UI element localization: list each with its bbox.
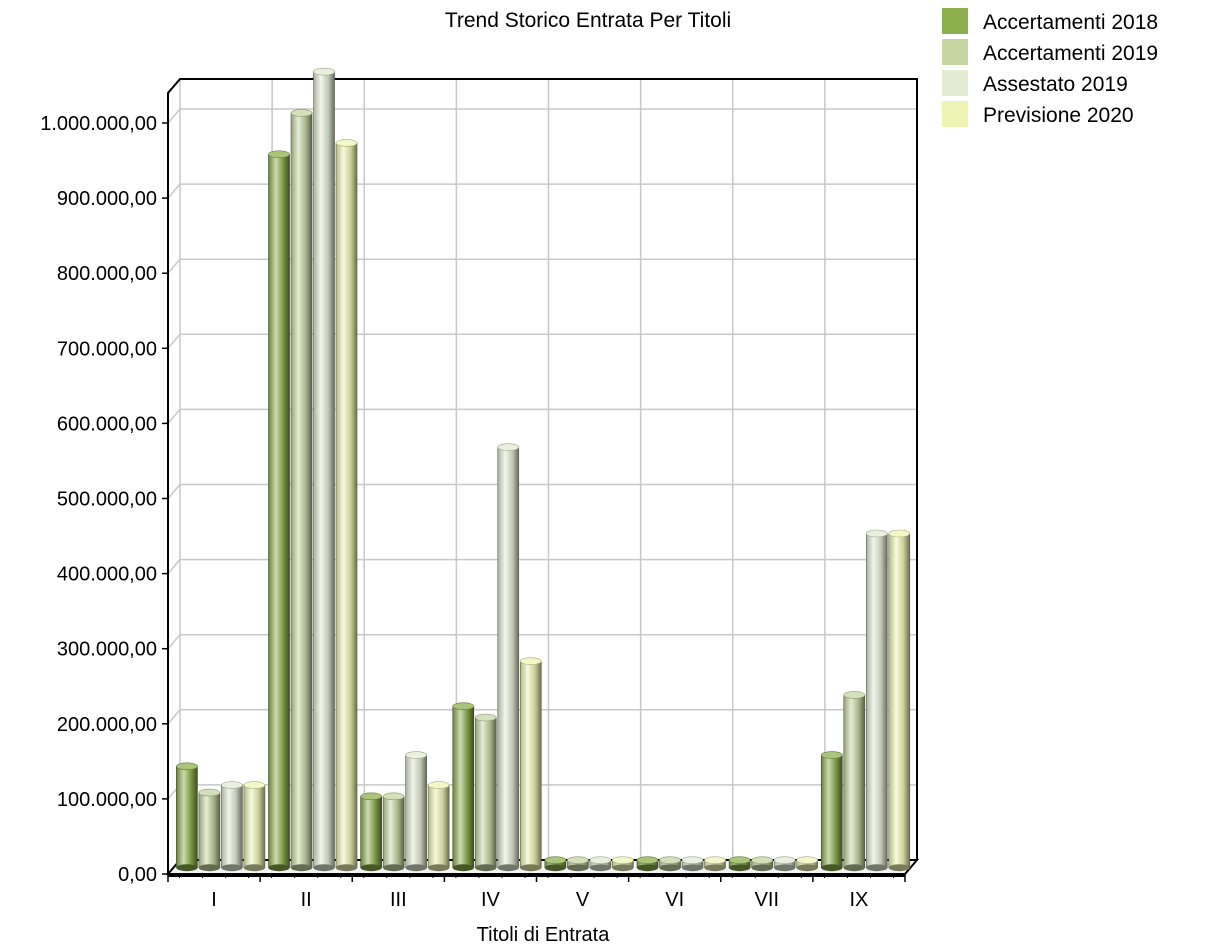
bar bbox=[198, 788, 221, 872]
y-axis-ticks: 0,00 100.000,00 200.000,00 300.000,00 400.00… bbox=[40, 113, 168, 886]
bar bbox=[452, 702, 475, 872]
bar bbox=[843, 691, 866, 872]
bars bbox=[176, 67, 911, 872]
legend: Accertamenti 2018 Accertamenti 2019 Assest… bbox=[942, 8, 1158, 127]
bar bbox=[888, 529, 911, 872]
x-tick-label: V bbox=[576, 889, 590, 911]
legend-label: Assestato 2019 bbox=[983, 73, 1128, 96]
bar bbox=[290, 109, 313, 872]
y-tick-label: 400.000,00 bbox=[57, 564, 157, 586]
legend-swatch bbox=[942, 101, 968, 127]
x-tick-label: II bbox=[301, 889, 312, 911]
y-tick-label: 500.000,00 bbox=[57, 489, 157, 511]
bar bbox=[704, 856, 726, 872]
bar bbox=[636, 856, 659, 872]
legend-entry: Accertamenti 2019 bbox=[942, 39, 1158, 65]
bar bbox=[865, 529, 888, 872]
y-tick-label: 1.000.000,00 bbox=[40, 113, 157, 135]
bar bbox=[751, 856, 773, 872]
bar bbox=[176, 762, 198, 872]
y-tick-label: 0,00 bbox=[118, 864, 157, 886]
chart-title: Trend Storico Entrata Per Titoli bbox=[445, 9, 731, 32]
x-axis-ticks: I II III IV V VI VII IX bbox=[167, 874, 906, 911]
bar bbox=[313, 67, 335, 872]
bar bbox=[612, 856, 634, 872]
x-axis-label: Titoli di Entrata bbox=[477, 924, 611, 946]
x-tick-label: VII bbox=[755, 889, 779, 911]
y-tick-label: 300.000,00 bbox=[57, 639, 157, 661]
bar bbox=[382, 792, 405, 872]
bar bbox=[427, 781, 450, 872]
legend-entry: Previsione 2020 bbox=[942, 101, 1134, 127]
bar bbox=[820, 751, 843, 872]
bar bbox=[544, 856, 567, 872]
x-tick-label: IV bbox=[481, 889, 501, 911]
bar bbox=[221, 781, 243, 872]
x-tick-label: I bbox=[211, 889, 217, 911]
bar bbox=[268, 150, 290, 872]
bar bbox=[589, 856, 612, 872]
x-tick-label: III bbox=[390, 889, 407, 911]
y-tick-label: 800.000,00 bbox=[57, 263, 157, 285]
legend-entry: Assestato 2019 bbox=[942, 70, 1128, 96]
y-tick-label: 100.000,00 bbox=[57, 789, 157, 811]
bar bbox=[243, 781, 266, 872]
legend-label: Previsione 2020 bbox=[983, 104, 1134, 127]
bar bbox=[405, 751, 427, 872]
legend-label: Accertamenti 2019 bbox=[983, 42, 1158, 65]
x-tick-label: IX bbox=[849, 889, 868, 911]
y-tick-label: 600.000,00 bbox=[57, 413, 157, 435]
legend-swatch bbox=[942, 8, 968, 34]
x-tick-label: VI bbox=[665, 889, 684, 911]
y-tick-label: 900.000,00 bbox=[57, 188, 157, 210]
y-tick-label: 700.000,00 bbox=[57, 338, 157, 360]
bar bbox=[773, 856, 796, 872]
bar bbox=[796, 856, 818, 872]
legend-swatch bbox=[942, 39, 968, 65]
bar bbox=[335, 139, 358, 872]
legend-swatch bbox=[942, 70, 968, 96]
bar bbox=[659, 856, 681, 872]
bar bbox=[497, 443, 520, 872]
legend-entry: Accertamenti 2018 bbox=[942, 8, 1158, 34]
bar bbox=[474, 713, 497, 872]
y-tick-label: 200.000,00 bbox=[57, 714, 157, 736]
bar bbox=[360, 792, 382, 872]
bar bbox=[681, 856, 704, 872]
bar bbox=[728, 856, 751, 872]
bar bbox=[519, 657, 542, 872]
bar bbox=[567, 856, 589, 872]
legend-label: Accertamenti 2018 bbox=[983, 11, 1158, 34]
